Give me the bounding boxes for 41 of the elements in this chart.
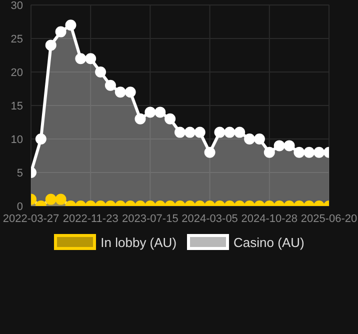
point: [194, 126, 206, 138]
point: [85, 53, 96, 64]
point: [314, 146, 325, 158]
point: [95, 66, 106, 78]
legend-label: In lobby (AU): [100, 234, 177, 250]
point: [254, 134, 265, 144]
x-tick-label: 2024-03-05: [182, 212, 238, 225]
y-tick-label: 0: [16, 200, 23, 213]
point: [164, 113, 176, 124]
point: [274, 140, 285, 152]
point: [75, 53, 86, 64]
x-tick-label: 2022-11-23: [62, 212, 118, 225]
x-tick-label: 2025-06-20: [300, 212, 358, 225]
point: [284, 140, 295, 152]
point: [304, 146, 315, 158]
y-tick-label: 10: [10, 134, 23, 146]
point: [154, 106, 166, 118]
y-tick-label: 30: [10, 0, 23, 12]
x-tick-label: 2024-10-28: [241, 212, 298, 225]
point: [244, 134, 256, 144]
point: [144, 106, 156, 118]
legend-label: Casino (AU): [234, 234, 304, 250]
y-tick-label: 15: [10, 100, 23, 112]
point: [134, 113, 146, 124]
point: [174, 126, 186, 138]
x-tick-label: 2023-07-15: [122, 212, 178, 225]
point: [234, 126, 246, 138]
x-tick-label: 2022-03-27: [2, 212, 60, 225]
point: [214, 126, 226, 138]
y-tick-label: 25: [10, 33, 23, 46]
y-tick-label: 5: [16, 167, 23, 180]
point: [124, 86, 136, 98]
point: [35, 134, 46, 144]
y-tick-label: 20: [10, 66, 23, 79]
point: [264, 146, 275, 158]
point: [294, 146, 305, 158]
point: [204, 146, 216, 158]
point: [114, 86, 126, 98]
point: [104, 80, 116, 91]
point: [224, 126, 236, 138]
point: [184, 126, 196, 138]
